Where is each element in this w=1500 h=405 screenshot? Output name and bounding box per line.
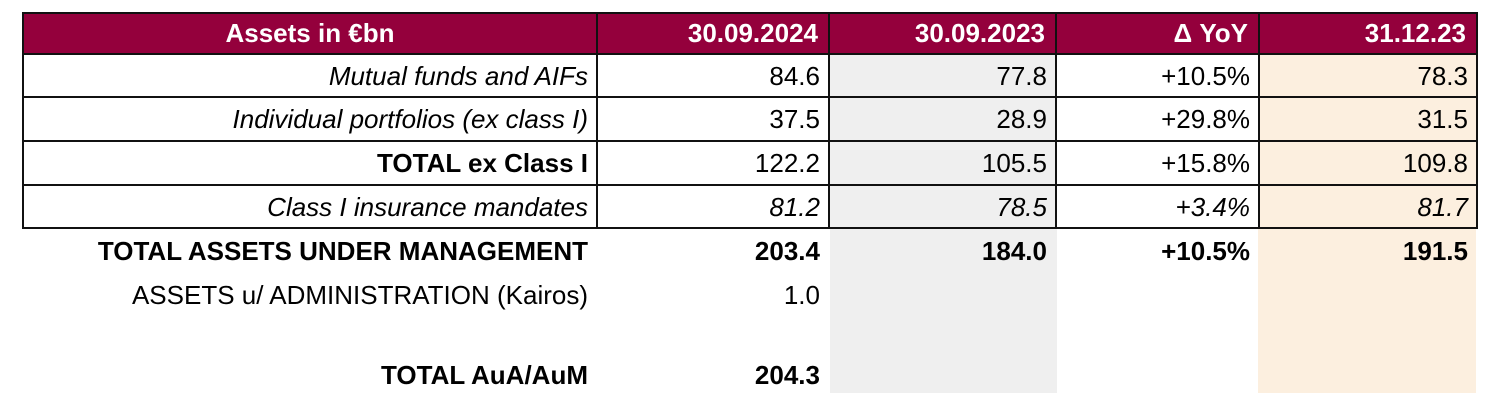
row-value-dec23: 109.8: [1402, 147, 1468, 178]
total-aua-aum-2024: 204.3: [754, 359, 820, 390]
row-value-2023: 28.9: [996, 103, 1047, 134]
aua-label: ASSETS u/ ADMINISTRATION (Kairos): [131, 279, 588, 310]
row-label: Mutual funds and AIFs: [328, 60, 588, 91]
column-dec23-shading: [1258, 55, 1476, 393]
column-2023-shading: [830, 55, 1057, 393]
row-value-2024: 122.2: [754, 147, 820, 178]
row-value-yoy: +3.4%: [1175, 191, 1250, 222]
total-aum-dec23: 191.5: [1402, 235, 1468, 266]
header-label: 30.09.2024: [687, 18, 818, 48]
col-divider: [596, 53, 598, 229]
col-divider: [1258, 53, 1260, 229]
total-aum-yoy: +10.5%: [1161, 235, 1250, 266]
row-value-2024: 84.6: [769, 60, 820, 91]
row-label: Individual portfolios (ex class I): [232, 103, 588, 134]
row-value-2023: 77.8: [996, 60, 1047, 91]
row-value-dec23: 31.5: [1417, 103, 1468, 134]
row-value-yoy: +29.8%: [1161, 103, 1250, 134]
header-label: 31.12.23: [1364, 18, 1466, 48]
row-divider: [22, 184, 1478, 186]
row-label: TOTAL ex Class I: [377, 147, 588, 178]
row-value-2023: 105.5: [981, 147, 1047, 178]
total-aua-aum-label: TOTAL AuA/AuM: [380, 359, 588, 390]
row-divider: [22, 96, 1478, 98]
row-label: Class I insurance mandates: [267, 191, 588, 222]
header-delta-yoy: Δ YoY: [1055, 12, 1260, 55]
header-31-12-23: 31.12.23: [1258, 12, 1478, 55]
row-value-dec23: 81.7: [1417, 191, 1468, 222]
header-30-09-2024: 30.09.2024: [596, 12, 830, 55]
total-aum-2023: 184.0: [981, 235, 1047, 266]
row-value-2023: 78.5: [996, 191, 1047, 222]
row-value-dec23: 78.3: [1417, 60, 1468, 91]
aua-2024: 1.0: [783, 279, 820, 310]
total-aum-2024: 203.4: [754, 235, 820, 266]
row-value-yoy: +15.8%: [1161, 147, 1250, 178]
header-label: Assets in €bn: [225, 18, 395, 48]
header-30-09-2023: 30.09.2023: [828, 12, 1057, 55]
total-aum-label: TOTAL ASSETS UNDER MANAGEMENT: [97, 235, 588, 266]
header-assets-in-ebn: Assets in €bn: [22, 12, 598, 55]
row-value-2024: 37.5: [769, 103, 820, 134]
row-value-2024: 81.2: [769, 191, 820, 222]
header-label: Δ YoY: [1173, 18, 1248, 48]
row-value-yoy: +10.5%: [1161, 60, 1250, 91]
col-divider: [1055, 53, 1057, 229]
col-divider: [828, 53, 830, 229]
header-label: 30.09.2023: [914, 18, 1045, 48]
row-divider: [22, 140, 1478, 142]
